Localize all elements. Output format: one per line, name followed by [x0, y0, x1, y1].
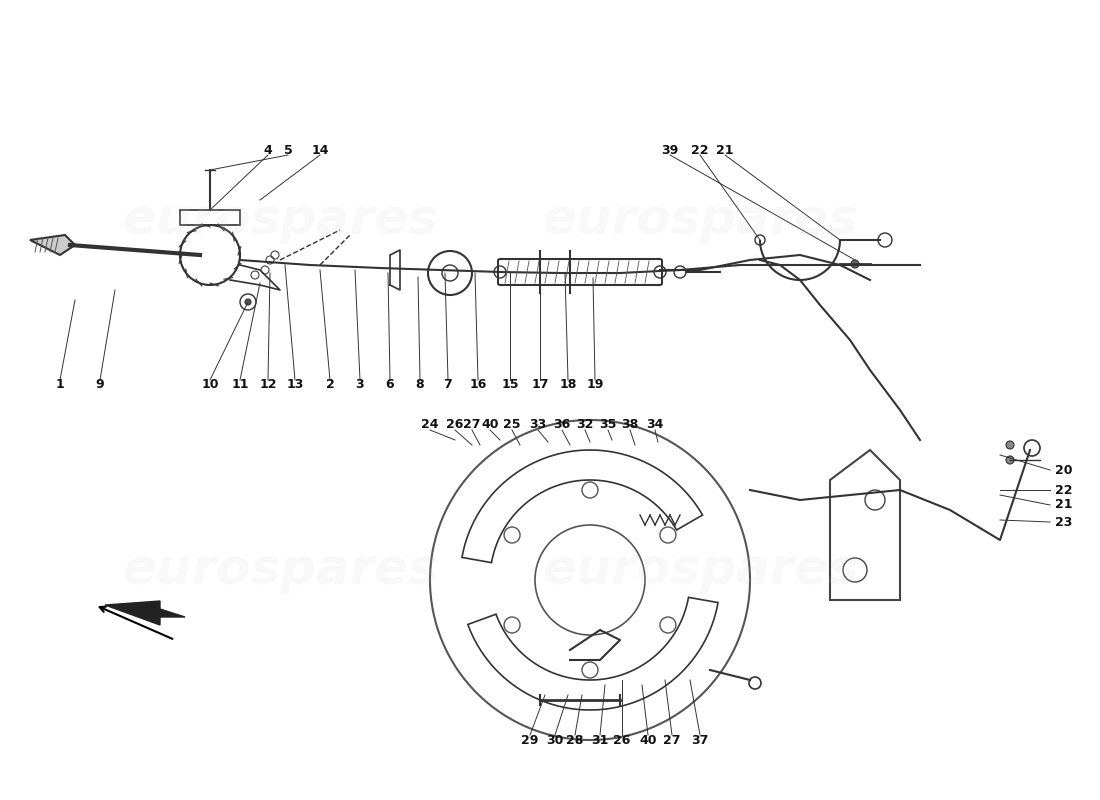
Text: 23: 23: [1055, 515, 1072, 529]
Circle shape: [851, 260, 859, 268]
Text: 22: 22: [1055, 483, 1072, 497]
Text: 26: 26: [614, 734, 630, 746]
Text: 22: 22: [691, 143, 708, 157]
Text: 14: 14: [311, 143, 329, 157]
Text: 39: 39: [661, 143, 679, 157]
Text: 11: 11: [231, 378, 249, 391]
Text: 21: 21: [1055, 498, 1072, 511]
Text: 16: 16: [470, 378, 486, 391]
Text: eurospares: eurospares: [122, 196, 438, 244]
Text: 24: 24: [421, 418, 439, 431]
Text: 17: 17: [531, 378, 549, 391]
Text: 9: 9: [96, 378, 104, 391]
Text: 12: 12: [260, 378, 277, 391]
Text: 27: 27: [663, 734, 681, 746]
Text: 4: 4: [264, 143, 273, 157]
Text: 36: 36: [553, 418, 571, 431]
Text: 38: 38: [621, 418, 639, 431]
Text: 18: 18: [559, 378, 576, 391]
Text: 30: 30: [547, 734, 563, 746]
Text: 2: 2: [326, 378, 334, 391]
Text: 6: 6: [386, 378, 394, 391]
Text: 20: 20: [1055, 463, 1072, 477]
Text: eurospares: eurospares: [122, 546, 438, 594]
Text: eurospares: eurospares: [542, 196, 858, 244]
Text: 19: 19: [586, 378, 604, 391]
Text: 28: 28: [566, 734, 584, 746]
Text: 25: 25: [504, 418, 520, 431]
Circle shape: [1006, 441, 1014, 449]
Text: 5: 5: [284, 143, 293, 157]
Text: 32: 32: [576, 418, 594, 431]
Text: 29: 29: [521, 734, 539, 746]
Polygon shape: [30, 235, 75, 255]
Text: 40: 40: [482, 418, 498, 431]
Text: 7: 7: [443, 378, 452, 391]
Text: 26: 26: [447, 418, 464, 431]
Polygon shape: [104, 601, 185, 625]
Text: 37: 37: [691, 734, 708, 746]
Text: 35: 35: [600, 418, 617, 431]
Text: 8: 8: [416, 378, 425, 391]
Text: 34: 34: [647, 418, 663, 431]
Text: 13: 13: [286, 378, 304, 391]
Text: 31: 31: [592, 734, 608, 746]
Text: 21: 21: [716, 143, 734, 157]
Text: eurospares: eurospares: [542, 546, 858, 594]
Text: 10: 10: [201, 378, 219, 391]
Circle shape: [245, 299, 251, 305]
Circle shape: [1006, 456, 1014, 464]
Text: 40: 40: [639, 734, 657, 746]
Text: 15: 15: [502, 378, 519, 391]
Text: 3: 3: [355, 378, 364, 391]
Text: 33: 33: [529, 418, 547, 431]
Text: 1: 1: [56, 378, 65, 391]
Text: 27: 27: [463, 418, 481, 431]
